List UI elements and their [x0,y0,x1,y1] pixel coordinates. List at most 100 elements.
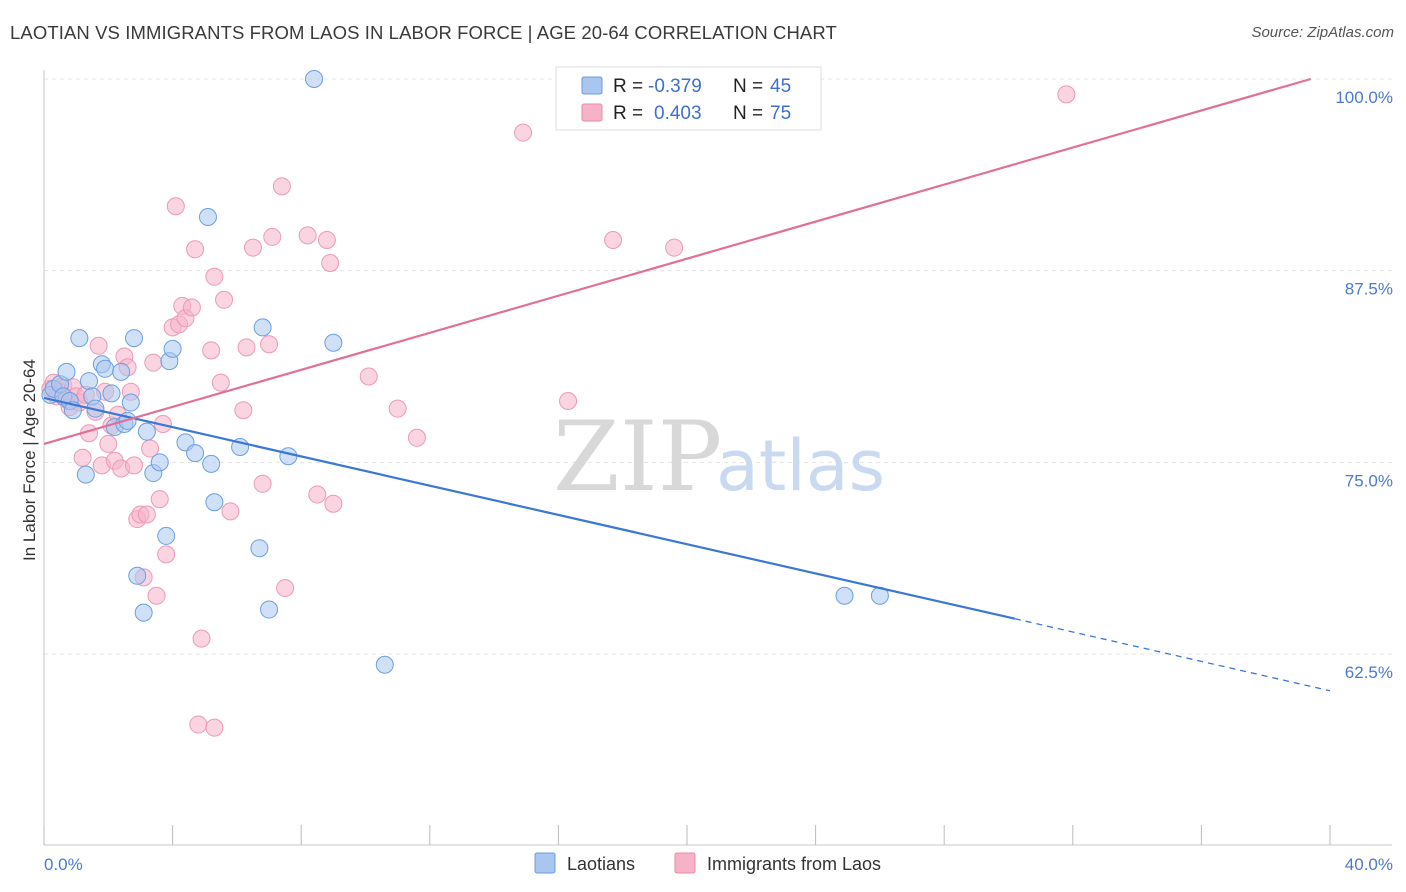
point-immigrants [125,456,144,475]
legend-r-label-1: R = [613,76,643,97]
point-laotians [121,393,140,412]
point-immigrants [604,231,623,249]
point-immigrants [192,629,211,648]
point-immigrants [157,545,176,564]
legend-swatch-laotians [581,76,603,95]
tick-labels: 62.5% 75.0% 87.5% 100.0% 0.0% 40.0% [44,88,1393,874]
trend-laotians [43,396,1016,620]
point-immigrants [276,579,295,598]
legend-n-value-1: 45 [770,76,791,97]
point-immigrants [298,226,317,245]
point-immigrants [253,474,272,493]
point-laotians [198,208,217,226]
point-laotians [205,493,224,512]
point-laotians [835,586,854,605]
point-immigrants [202,341,221,360]
point-immigrants [99,434,118,453]
point-immigrants [166,197,185,216]
correlation-legend: R = -0.379 N = 45 R = 0.403 N = 75 [555,66,822,131]
point-laotians [305,70,324,88]
point-laotians [202,454,221,473]
gridlines [44,78,1392,655]
point-immigrants [559,392,578,410]
trend-lines [43,77,1331,692]
legend-n-label-1: N = [733,76,763,97]
point-laotians [80,372,99,391]
legend-swatch-immigrants [581,103,603,122]
series-legend: Laotians Immigrants from Laos [534,852,881,874]
point-laotians [70,329,89,348]
point-immigrants [205,267,224,286]
point-immigrants [243,238,262,257]
point-laotians [186,444,205,463]
point-laotians [125,329,144,348]
point-immigrants [317,231,336,249]
point-immigrants [1057,85,1076,104]
point-immigrants [237,338,256,357]
point-immigrants [324,494,343,513]
point-immigrants [186,240,205,259]
point-laotians [250,539,269,558]
point-laotians [375,655,394,674]
point-immigrants [144,353,163,372]
watermark: ZIP atlas [553,401,885,513]
point-immigrants [211,373,230,392]
point-immigrants [137,505,156,524]
point-laotians [112,362,131,381]
point-immigrants [150,490,169,509]
point-immigrants [665,238,684,257]
watermark-zip: ZIP [553,401,722,513]
bottom-legend-swatch-immigrants [674,852,696,874]
source-label: Source: ZipAtlas.com [1251,24,1394,41]
point-immigrants [359,367,378,386]
bottom-legend-immigrants: Immigrants from Laos [707,854,881,874]
point-immigrants [89,336,108,355]
point-laotians [150,453,169,472]
point-laotians [137,422,156,441]
bottom-legend-swatch-laotians [534,852,556,874]
point-immigrants [263,227,282,246]
legend-r-value-1: -0.379 [648,76,702,97]
point-laotians [96,359,115,378]
y-tick-label: 75.0% [1345,471,1393,490]
point-immigrants [388,399,407,418]
point-immigrants [73,448,92,467]
y-axis-label: In Labor Force | Age 20-64 [20,359,39,561]
point-laotians [128,566,147,585]
point-immigrants [260,335,279,354]
point-immigrants [272,177,291,196]
y-tick-label: 87.5% [1345,280,1393,299]
point-immigrants [308,485,327,504]
point-laotians [253,318,272,337]
watermark-atlas: atlas [716,425,885,507]
point-immigrants [407,428,426,447]
point-immigrants [221,502,240,521]
point-immigrants [182,298,201,317]
point-laotians [163,339,182,358]
point-immigrants [321,254,340,272]
point-immigrants [189,715,208,734]
point-immigrants [215,290,234,309]
x-tick-label: 40.0% [1345,855,1393,874]
legend-r-label-2: R = [613,103,643,124]
laotians-points [41,70,889,674]
legend-r-value-2: 0.403 [654,103,702,124]
trend-immigrants [43,77,1312,445]
point-immigrants [234,401,253,420]
point-laotians [260,600,279,619]
point-immigrants [205,718,224,737]
point-laotians [57,362,76,381]
point-laotians [76,465,95,484]
point-laotians [134,603,153,622]
x-tick-label: 0.0% [44,855,83,874]
point-immigrants [514,123,533,142]
point-laotians [279,447,298,466]
legend-n-value-2: 75 [770,103,791,124]
point-laotians [102,384,121,403]
point-immigrants [147,586,166,605]
point-laotians [157,526,176,545]
chart-title: LAOTIAN VS IMMIGRANTS FROM LAOS IN LABOR… [10,22,837,43]
axes [43,70,1392,846]
y-tick-label: 100.0% [1335,88,1393,107]
